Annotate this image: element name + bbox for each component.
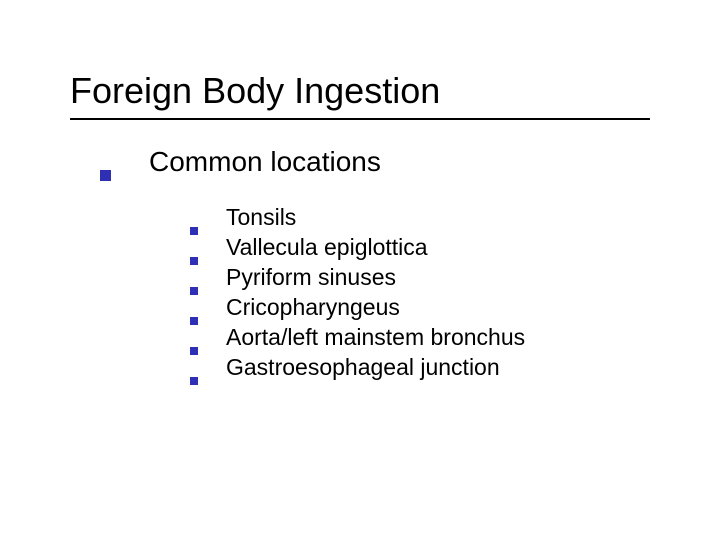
- list-item: Vallecula epiglottica: [190, 234, 650, 261]
- square-bullet-icon: [190, 257, 198, 265]
- square-bullet-icon: [190, 317, 198, 325]
- square-bullet-icon: [190, 347, 198, 355]
- level2-text: Vallecula epiglottica: [226, 234, 428, 261]
- list-item: Cricopharyngeus: [190, 294, 650, 321]
- square-bullet-icon: [190, 287, 198, 295]
- level1-text: Common locations: [149, 146, 381, 178]
- square-bullet-icon: [190, 377, 198, 385]
- square-bullet-icon: [190, 227, 198, 235]
- list-item: Tonsils: [190, 204, 650, 231]
- slide-title: Foreign Body Ingestion: [70, 70, 650, 120]
- sublist: Tonsils Vallecula epiglottica Pyriform s…: [190, 204, 650, 381]
- level2-text: Cricopharyngeus: [226, 294, 400, 321]
- bullet-level1: Common locations: [100, 146, 650, 178]
- level2-text: Tonsils: [226, 204, 296, 231]
- level2-text: Aorta/left mainstem bronchus: [226, 324, 525, 351]
- list-item: Aorta/left mainstem bronchus: [190, 324, 650, 351]
- list-item: Pyriform sinuses: [190, 264, 650, 291]
- level2-text: Gastroesophageal junction: [226, 354, 500, 381]
- slide-container: Foreign Body Ingestion Common locations …: [0, 0, 720, 540]
- level2-text: Pyriform sinuses: [226, 264, 396, 291]
- list-item: Gastroesophageal junction: [190, 354, 650, 381]
- square-bullet-icon: [100, 170, 111, 181]
